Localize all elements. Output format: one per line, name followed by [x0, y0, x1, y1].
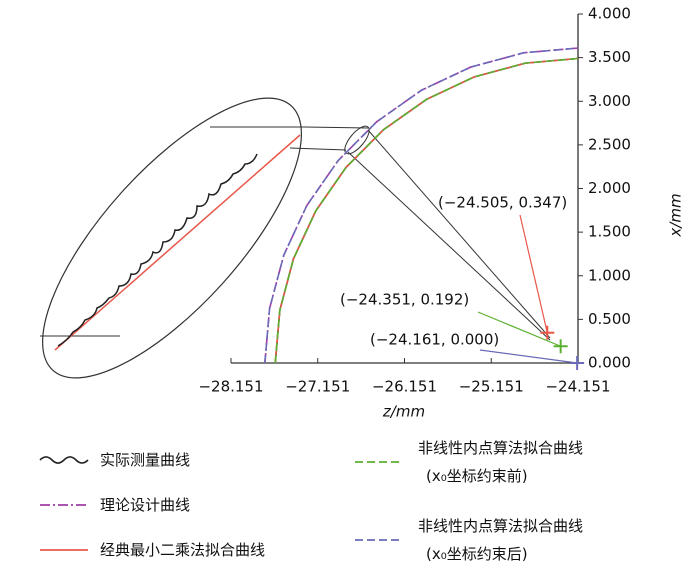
- series-line: [274, 57, 579, 364]
- x-tick-label: −24.151: [545, 378, 610, 396]
- annotation-label: (−24.161, 0.000): [370, 331, 499, 349]
- zoom-connector: [304, 126, 369, 129]
- y-axis-label: x/mm: [667, 193, 685, 237]
- zoom-connector: [367, 129, 551, 339]
- inset: [40, 97, 551, 379]
- legend-label-line: (x₀坐标约束后): [426, 545, 528, 563]
- y-tick-label: 2.000: [588, 179, 631, 197]
- series-line: [264, 47, 579, 364]
- inset-measured-line: [57, 153, 258, 347]
- y-tick-label: 2.500: [588, 135, 631, 153]
- annotation-leader: [477, 311, 561, 347]
- center-marker: [570, 356, 585, 370]
- y-tick-label: 0.500: [588, 310, 631, 328]
- zoom-connector: [289, 147, 347, 151]
- legend-label-line: 实际测量曲线: [100, 451, 190, 469]
- center-marker: [540, 325, 555, 340]
- legend-label-line: 非线性内点算法拟合曲线: [418, 439, 583, 457]
- x-tick-label: −26.151: [372, 378, 437, 396]
- legend-label: 非线性内点算法拟合曲线 (x₀坐标约束后): [418, 517, 583, 563]
- inset-ellipse: [42, 97, 302, 379]
- legend-label: 实际测量曲线: [100, 451, 190, 469]
- zoom-connector: [347, 151, 551, 341]
- legend-label-line: (x₀坐标约束前): [426, 467, 528, 485]
- legend-label: 非线性内点算法拟合曲线 (x₀坐标约束前): [418, 439, 583, 485]
- legend-label-line: 非线性内点算法拟合曲线: [418, 517, 583, 535]
- center-marker: [553, 339, 568, 354]
- y-tick-label: 3.500: [588, 48, 631, 66]
- annotation-leader: [479, 349, 578, 364]
- legend-label-line: 理论设计曲线: [100, 496, 190, 514]
- legend-label-line: 经典最小二乘法拟合曲线: [100, 541, 265, 559]
- legend-swatch: [39, 456, 89, 464]
- y-tick-label: 3.000: [588, 92, 631, 110]
- legend-label: 理论设计曲线: [100, 496, 190, 514]
- annotation-label: (−24.505, 0.347): [438, 194, 567, 212]
- x-tick-label: −28.151: [198, 378, 263, 396]
- y-tick-label: 0.000: [588, 354, 631, 372]
- x-axis-label: z/mm: [382, 403, 425, 421]
- x-tick-label: −27.151: [285, 378, 350, 396]
- y-tick-label: 4.000: [588, 5, 631, 23]
- legend-label: 经典最小二乘法拟合曲线: [100, 541, 265, 559]
- annotation-label: (−24.351, 0.192): [340, 291, 469, 309]
- annotation-leader: [519, 214, 548, 333]
- x-tick-label: −25.151: [459, 378, 524, 396]
- inset-fit-line: [54, 134, 301, 351]
- y-tick-label: 1.500: [588, 223, 631, 241]
- y-tick-label: 1.000: [588, 266, 631, 284]
